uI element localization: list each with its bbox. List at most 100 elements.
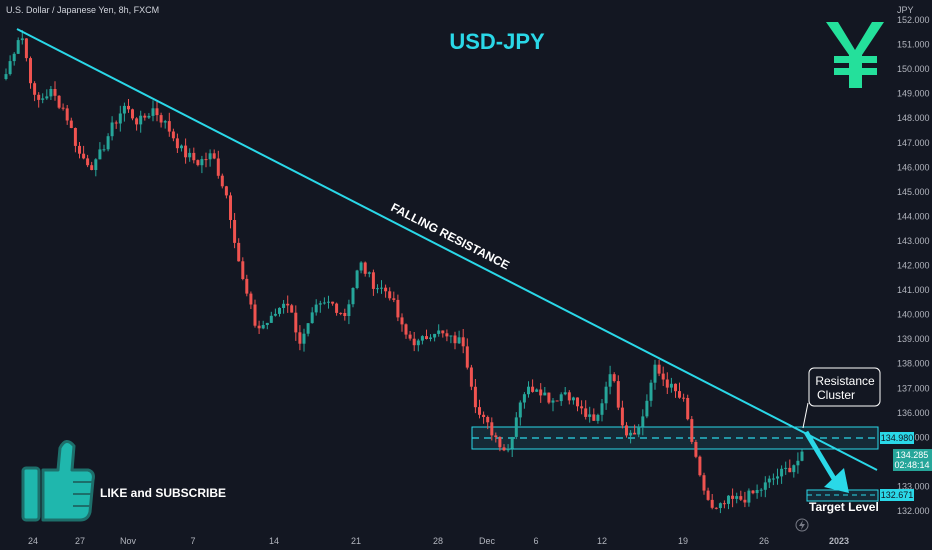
candle-body[interactable] bbox=[567, 392, 571, 401]
candle-body[interactable] bbox=[220, 175, 224, 187]
candle-body[interactable] bbox=[216, 158, 220, 176]
candle-body[interactable] bbox=[196, 160, 200, 166]
candle-body[interactable] bbox=[16, 40, 20, 54]
candle-body[interactable] bbox=[714, 507, 718, 509]
candle-body[interactable] bbox=[208, 153, 212, 160]
candle-body[interactable] bbox=[396, 299, 400, 318]
candle-body[interactable] bbox=[343, 313, 347, 316]
candle-body[interactable] bbox=[400, 317, 404, 325]
candle-body[interactable] bbox=[155, 108, 159, 116]
candle-body[interactable] bbox=[331, 301, 335, 304]
candle-body[interactable] bbox=[376, 288, 379, 290]
candle-body[interactable] bbox=[763, 482, 767, 490]
candle-body[interactable] bbox=[433, 333, 437, 338]
candle-body[interactable] bbox=[629, 432, 633, 436]
candle-body[interactable] bbox=[253, 304, 257, 326]
candle-body[interactable] bbox=[408, 334, 412, 339]
candle-body[interactable] bbox=[94, 159, 98, 170]
candle-body[interactable] bbox=[747, 490, 751, 503]
candle-body[interactable] bbox=[776, 476, 779, 479]
candle-body[interactable] bbox=[159, 115, 163, 123]
candle-body[interactable] bbox=[706, 490, 710, 500]
candle-body[interactable] bbox=[727, 495, 730, 504]
candle-body[interactable] bbox=[576, 397, 579, 407]
candle-body[interactable] bbox=[192, 152, 196, 161]
candle-body[interactable] bbox=[559, 394, 563, 402]
candle-body[interactable] bbox=[294, 312, 298, 333]
candle-body[interactable] bbox=[506, 448, 510, 451]
candle-body[interactable] bbox=[53, 89, 57, 96]
candle-body[interactable] bbox=[318, 303, 322, 305]
candle-body[interactable] bbox=[731, 495, 735, 499]
candle-body[interactable] bbox=[661, 373, 665, 380]
candle-body[interactable] bbox=[151, 108, 155, 116]
candle-body[interactable] bbox=[45, 96, 49, 99]
candle-body[interactable] bbox=[490, 422, 494, 436]
candle-body[interactable] bbox=[367, 272, 371, 274]
candle-body[interactable] bbox=[286, 303, 290, 306]
candle-body[interactable] bbox=[527, 386, 530, 395]
candle-body[interactable] bbox=[388, 291, 392, 299]
candle-body[interactable] bbox=[461, 337, 465, 347]
candle-body[interactable] bbox=[298, 332, 302, 344]
candle-body[interactable] bbox=[588, 414, 592, 417]
candle-body[interactable] bbox=[57, 95, 61, 108]
candle-body[interactable] bbox=[114, 122, 118, 124]
candle-body[interactable] bbox=[37, 94, 41, 100]
candle-body[interactable] bbox=[641, 416, 645, 427]
candle-body[interactable] bbox=[633, 432, 637, 435]
candle-body[interactable] bbox=[61, 107, 65, 109]
candle-body[interactable] bbox=[690, 419, 694, 442]
candle-body[interactable] bbox=[29, 58, 32, 84]
candle-body[interactable] bbox=[41, 98, 45, 100]
candle-body[interactable] bbox=[127, 105, 130, 110]
candle-body[interactable] bbox=[743, 499, 747, 503]
candle-body[interactable] bbox=[674, 383, 677, 392]
candle-body[interactable] bbox=[620, 407, 624, 426]
candle-body[interactable] bbox=[465, 346, 469, 368]
candle-body[interactable] bbox=[518, 402, 522, 418]
candle-body[interactable] bbox=[502, 447, 506, 451]
candle-body[interactable] bbox=[722, 503, 726, 505]
candle-body[interactable] bbox=[106, 136, 110, 150]
candle-body[interactable] bbox=[637, 426, 641, 435]
candle-body[interactable] bbox=[184, 145, 188, 158]
candle-body[interactable] bbox=[482, 414, 486, 417]
candle-body[interactable] bbox=[139, 115, 143, 125]
candle-body[interactable] bbox=[767, 478, 771, 483]
candle-body[interactable] bbox=[339, 312, 343, 314]
candle-body[interactable] bbox=[135, 118, 139, 125]
candle-body[interactable] bbox=[800, 451, 804, 461]
falling-resistance-trendline[interactable] bbox=[16, 28, 878, 471]
candle-body[interactable] bbox=[486, 417, 490, 423]
candle-body[interactable] bbox=[498, 437, 502, 448]
candle-body[interactable] bbox=[792, 465, 796, 473]
candle-body[interactable] bbox=[24, 38, 28, 59]
candle-body[interactable] bbox=[143, 115, 147, 118]
candle-body[interactable] bbox=[359, 262, 363, 271]
candle-body[interactable] bbox=[380, 287, 383, 289]
candle-body[interactable] bbox=[686, 398, 690, 420]
candle-body[interactable] bbox=[224, 186, 228, 196]
candle-body[interactable] bbox=[669, 383, 673, 388]
candle-body[interactable] bbox=[273, 313, 277, 316]
candle-body[interactable] bbox=[204, 159, 208, 161]
candle-body[interactable] bbox=[612, 374, 616, 382]
candle-body[interactable] bbox=[65, 108, 69, 121]
candle-body[interactable] bbox=[110, 122, 114, 137]
candle-body[interactable] bbox=[469, 367, 473, 387]
candle-body[interactable] bbox=[539, 389, 543, 396]
candle-body[interactable] bbox=[425, 336, 428, 339]
candle-body[interactable] bbox=[82, 153, 86, 159]
candle-body[interactable] bbox=[245, 278, 249, 294]
candle-body[interactable] bbox=[494, 435, 498, 437]
candle-body[interactable] bbox=[322, 302, 326, 304]
candle-body[interactable] bbox=[212, 153, 216, 159]
candle-body[interactable] bbox=[310, 312, 314, 324]
candle-body[interactable] bbox=[735, 496, 739, 499]
candle-body[interactable] bbox=[420, 336, 424, 341]
candle-body[interactable] bbox=[188, 152, 192, 158]
candle-body[interactable] bbox=[290, 305, 294, 313]
candle-body[interactable] bbox=[147, 115, 151, 118]
candle-body[interactable] bbox=[237, 242, 241, 262]
